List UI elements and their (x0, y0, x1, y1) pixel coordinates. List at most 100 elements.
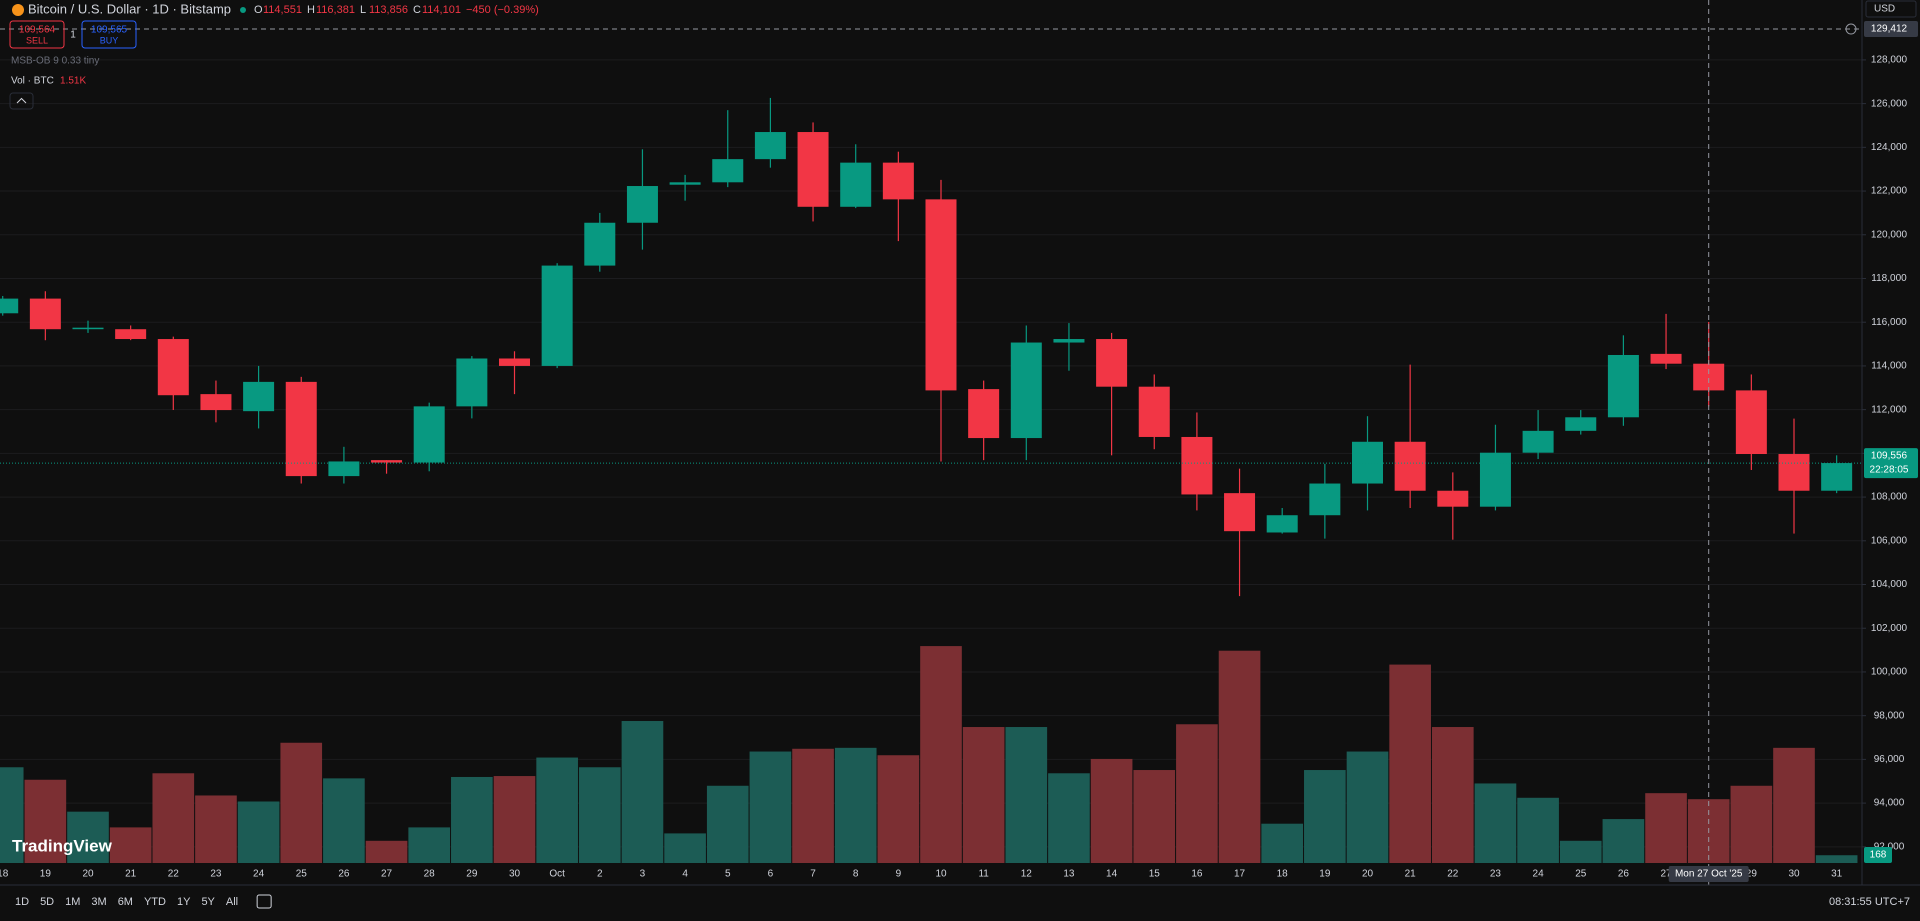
volume-bar (1773, 747, 1815, 863)
volume-legend[interactable]: Vol · BTC (11, 76, 54, 87)
sell-price[interactable]: 109,564 (19, 25, 56, 36)
candle-body (1778, 454, 1810, 491)
candle-body (669, 182, 701, 185)
range-button[interactable]: 1Y (177, 896, 191, 908)
currency-box[interactable] (1865, 0, 1917, 18)
x-tick-label: 19 (1319, 869, 1331, 880)
x-tick-label: 11 (978, 869, 989, 880)
candle-body (115, 329, 147, 340)
x-tick-label: 12 (1021, 869, 1033, 880)
volume-bar (451, 776, 493, 863)
volume-bar (323, 778, 365, 863)
sell-label[interactable]: SELL (26, 35, 48, 45)
buy-price[interactable]: 109,565 (91, 25, 128, 36)
range-button[interactable]: All (226, 896, 238, 908)
x-tick-label: 27 (1660, 869, 1672, 880)
volume-bar (408, 827, 451, 863)
toolbar: 1D 5D 1M 3M 6M YTD 1Y 5Y All (15, 894, 272, 909)
symbol[interactable]: Bitcoin / U.S. Dollar · 1D · Bitstamp (28, 1, 231, 16)
volume-bar (1474, 783, 1517, 863)
buy-button-box[interactable] (81, 20, 137, 49)
date-range-button[interactable] (256, 894, 272, 909)
y-tick-label: 96,000 (1874, 754, 1905, 765)
volume-bar (920, 646, 962, 863)
collapse-button[interactable] (9, 92, 34, 110)
x-tick-label: 5 (725, 869, 731, 880)
range-button[interactable]: 5D (40, 896, 54, 908)
volume-bar (1048, 773, 1090, 863)
y-tick-label: 92,000 (1874, 841, 1905, 852)
volume-bar (67, 811, 109, 863)
x-tick-label: 18 (1277, 869, 1289, 880)
axes: 92,000 94,000 96,000 98,000 100,000 102,000 10… (0, 21, 1918, 882)
x-tick-label: 20 (1362, 869, 1374, 880)
volume-bar (24, 779, 67, 863)
crosshair-price-box (1864, 21, 1918, 38)
range-button[interactable]: 1D (15, 896, 29, 908)
volume-bar (536, 757, 578, 863)
candle-body (1053, 339, 1085, 343)
y-tick-label: 112,000 (1871, 404, 1907, 415)
volume-bar (1517, 797, 1559, 863)
candle-body (1607, 354, 1639, 418)
x-tick-label: 8 (853, 869, 859, 880)
volume-bar (0, 767, 24, 863)
candle-body (1096, 339, 1128, 387)
candle-body (1309, 483, 1341, 516)
x-tick-label: 13 (1063, 869, 1075, 880)
sell-button-box[interactable] (9, 20, 65, 49)
collapse-icon (16, 97, 27, 104)
x-tick-label: 26 (338, 869, 350, 880)
x-tick-label: 21 (1405, 869, 1417, 880)
candle-body (1010, 342, 1042, 439)
x-tick-label: 10 (935, 869, 947, 880)
x-tick-label: 25 (296, 869, 308, 880)
indicator-legend[interactable]: MSB-OB 9 0.33 tiny (11, 56, 99, 67)
y-tick-label: 122,000 (1871, 186, 1908, 197)
logo[interactable]: TradingView (12, 836, 113, 855)
volume-bar (1261, 823, 1304, 863)
volume-bar (1815, 855, 1858, 863)
candle-body (243, 381, 275, 412)
candle-body (1693, 363, 1725, 391)
volume-bar (493, 776, 536, 863)
candle-body (413, 406, 445, 463)
volume-bar (1645, 793, 1687, 863)
x-tick-label: 18 (0, 869, 9, 880)
x-tick-label: 3 (640, 869, 646, 880)
buy-label[interactable]: BUY (100, 35, 119, 45)
range-button[interactable]: YTD (144, 896, 166, 908)
candle-body (328, 461, 360, 477)
range-button[interactable]: 6M (118, 896, 133, 908)
x-tick-label: 31 (1831, 869, 1843, 880)
candle-body (29, 298, 61, 330)
volume-bar (962, 727, 1005, 863)
y-tick-label: 116,000 (1871, 317, 1907, 328)
range-button[interactable]: 1M (65, 896, 80, 908)
x-tick-label: 9 (896, 869, 902, 880)
candle-body (1479, 452, 1511, 507)
candle-body (712, 159, 744, 183)
volume-bar (792, 748, 834, 863)
currency[interactable]: USD (1874, 4, 1895, 15)
volume-bar (109, 827, 152, 863)
candle-body (1522, 430, 1554, 453)
volume-pane (0, 646, 1858, 863)
x-tick-label: 16 (1191, 869, 1203, 880)
candle-body (584, 222, 616, 266)
candle-body (1437, 490, 1469, 507)
x-tick-label: 17 (1234, 869, 1246, 880)
range-button[interactable]: 5Y (201, 896, 215, 908)
candle-body (157, 339, 189, 396)
candle-body (840, 162, 872, 207)
candle-body (1266, 515, 1298, 533)
candle-body (0, 298, 19, 314)
volume-bar (877, 755, 920, 863)
y-tick-label: 104,000 (1871, 579, 1908, 590)
y-tick-label: 128,000 (1871, 55, 1908, 66)
range-button[interactable]: 3M (91, 896, 106, 908)
x-tick-label: 30 (1788, 869, 1800, 880)
clock[interactable]: 08:31:55 UTC+7 (1829, 896, 1910, 908)
y-tick-label: 98,000 (1874, 710, 1905, 721)
